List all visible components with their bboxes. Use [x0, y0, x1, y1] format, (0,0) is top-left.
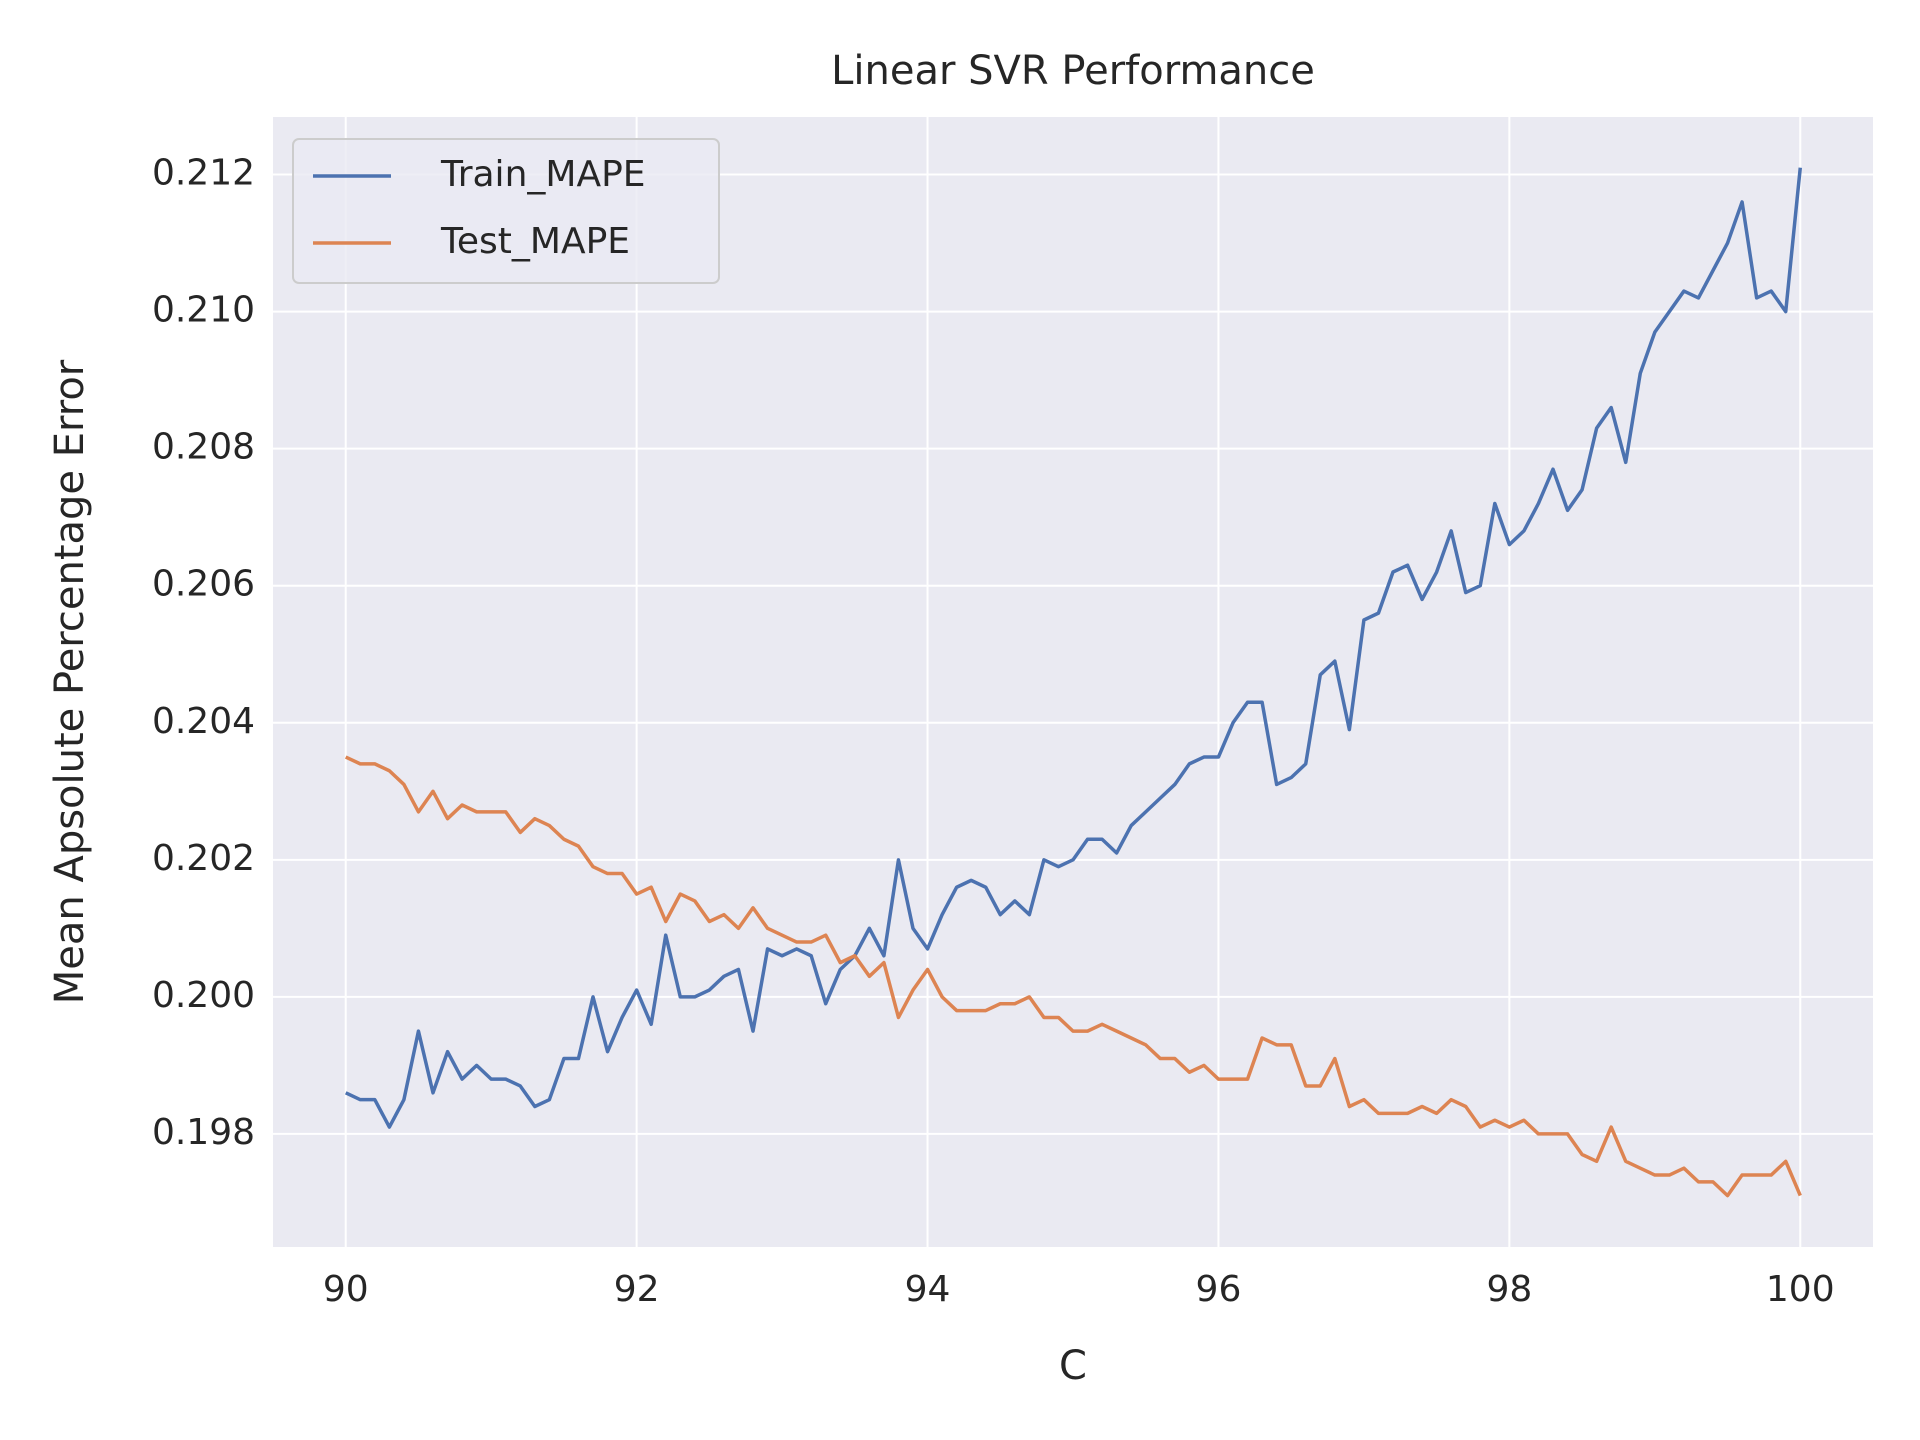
y-tick-label: 0.212: [152, 153, 255, 194]
x-tick-label: 92: [614, 1269, 660, 1310]
y-tick-label: 0.198: [152, 1112, 255, 1153]
x-tick-label: 90: [323, 1269, 369, 1310]
x-tick-label: 98: [1486, 1269, 1532, 1310]
line: [344, 167, 1803, 1129]
y-axis-label: Mean Apsolute Percentage Error: [47, 359, 93, 1004]
y-tick-label: 0.206: [152, 564, 255, 605]
legend-box: [292, 138, 720, 284]
y-tick-label: 0.204: [152, 701, 255, 742]
y-tick-label: 0.208: [152, 427, 255, 468]
x-axis-label: C: [1059, 1343, 1087, 1389]
y-tick-label: 0.202: [152, 838, 255, 879]
x-tick-label: 100: [1766, 1269, 1835, 1310]
y-tick-label: 0.200: [152, 975, 255, 1016]
plot-area: [273, 117, 1873, 1247]
chart-title: Linear SVR Performance: [831, 48, 1315, 94]
legend-label: Test_MAPE: [440, 221, 630, 262]
x-tick-label: 94: [905, 1269, 951, 1310]
legend-label: Train_MAPE: [440, 154, 646, 195]
y-tick-label: 0.210: [152, 290, 255, 331]
line: [344, 755, 1802, 1198]
x-tick-label: 96: [1196, 1269, 1242, 1310]
